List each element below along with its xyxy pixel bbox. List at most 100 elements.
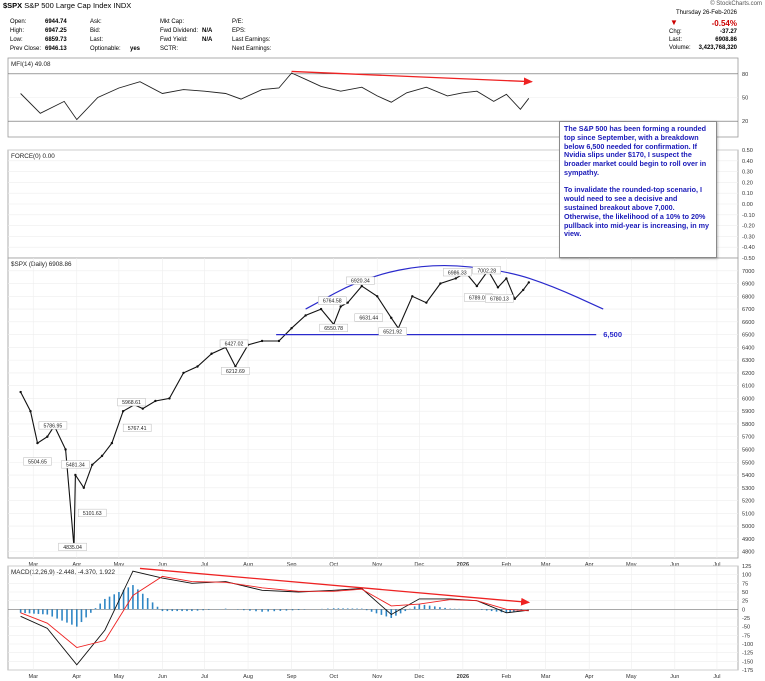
histogram-bar (327, 608, 329, 610)
price-point (168, 397, 171, 400)
price-annotation: 6780.13 (490, 297, 509, 303)
histogram-bar (418, 604, 421, 610)
price-point (439, 282, 442, 285)
histogram-bar (509, 609, 511, 613)
trendline (139, 567, 531, 606)
x-tick-label: May (626, 674, 637, 680)
y-tick-label: 6600 (742, 320, 754, 326)
histogram-bar (249, 609, 251, 611)
y-tick-label: 5300 (742, 486, 754, 492)
histogram-bar (181, 609, 183, 612)
x-tick-label: Nov (372, 562, 382, 568)
y-tick-label: 5200 (742, 499, 754, 505)
histogram-bar (444, 607, 446, 610)
price-point (319, 307, 323, 311)
histogram-bar (171, 609, 174, 612)
histogram-bar (108, 596, 111, 610)
support-label: 6,500 (603, 330, 622, 339)
histogram-bar (151, 602, 154, 610)
histogram-bar (166, 609, 169, 612)
histogram-bar (385, 609, 388, 617)
histogram-bar (243, 609, 245, 611)
chg-label: Chg: (669, 29, 682, 35)
histogram-bar (37, 609, 40, 614)
price-point (100, 454, 104, 458)
histogram-bar (395, 609, 397, 616)
histogram-bar (409, 608, 411, 610)
y-tick-label: 6400 (742, 345, 754, 351)
y-tick-label: 0.20 (742, 180, 753, 186)
fwd-dividend-label: Fwd Dividend: (160, 28, 199, 34)
histogram-bar (337, 608, 340, 610)
eps-label: EPS: (232, 28, 246, 34)
price-point (210, 352, 213, 355)
y-tick-label: 25 (742, 599, 748, 605)
price-point (513, 297, 516, 301)
x-tick-label: Apr (72, 674, 81, 680)
histogram-bar (51, 609, 54, 617)
price-point (260, 339, 264, 343)
x-tick-label: Jun (670, 674, 679, 680)
price-point (36, 441, 39, 445)
price-annotation: 6212.69 (226, 369, 245, 375)
x-tick-label: Apr (72, 562, 81, 568)
price-annotation: 5767.41 (128, 426, 147, 432)
price-point (339, 305, 342, 308)
histogram-bar (297, 609, 300, 611)
histogram-bar (90, 609, 92, 613)
y-tick-label: -175 (742, 668, 753, 674)
price-point (304, 314, 307, 317)
chg-value: -37.27 (719, 29, 737, 35)
histogram-bar (495, 609, 498, 612)
histogram-bar (356, 608, 358, 610)
price-point (29, 409, 32, 413)
x-tick-label: Sep (287, 674, 297, 680)
rounded-top-arc (305, 264, 604, 310)
price-point (91, 463, 94, 467)
price-point (454, 277, 458, 280)
ask-label: Ask: (90, 19, 102, 25)
price-point (475, 284, 479, 288)
price-point (110, 441, 114, 445)
price-point (425, 301, 428, 304)
low-value: 6859.73 (45, 37, 67, 43)
y-tick-label: 5100 (742, 511, 754, 517)
histogram-bar (33, 609, 35, 614)
price-point (411, 295, 414, 298)
y-tick-label: 80 (742, 72, 748, 78)
price-annotation: 5968.61 (122, 400, 141, 406)
histogram-bar (80, 609, 83, 623)
histogram-bar (480, 609, 483, 610)
y-tick-label: 6700 (742, 307, 754, 313)
price-annotation-box (117, 398, 146, 407)
histogram-bar (19, 609, 22, 613)
histogram-bar (423, 604, 426, 610)
histogram-bar (224, 608, 227, 610)
histogram-bar (196, 609, 199, 611)
price-annotation-box (354, 313, 383, 322)
fwd-yield-label: Fwd Yield: (160, 37, 188, 43)
y-tick-label: -0.50 (742, 256, 755, 262)
series-line (20, 72, 530, 121)
price-annotation: 4835.04 (63, 545, 82, 551)
last-value: 6908.86 (715, 37, 737, 43)
histogram-bar (202, 609, 204, 611)
histogram-bar (176, 609, 178, 612)
panel-title: FORCE(0) 0.00 (11, 153, 55, 160)
y-tick-label: 5400 (742, 473, 754, 479)
price-annotation-box (485, 294, 514, 303)
price-annotation-box (318, 296, 347, 305)
y-tick-label: 0.00 (742, 202, 753, 208)
histogram-bar (346, 608, 349, 610)
histogram-bar (255, 609, 257, 612)
symbol: $SPX (3, 1, 23, 10)
price-annotation-box (38, 421, 68, 430)
x-tick-label: May (114, 674, 125, 680)
price-point (376, 295, 379, 298)
y-tick-label: 6800 (742, 294, 754, 300)
pe-label: P/E: (232, 19, 244, 25)
histogram-bar (332, 608, 335, 610)
price-annotation: 7002.28 (477, 268, 496, 274)
price-point (46, 435, 49, 438)
